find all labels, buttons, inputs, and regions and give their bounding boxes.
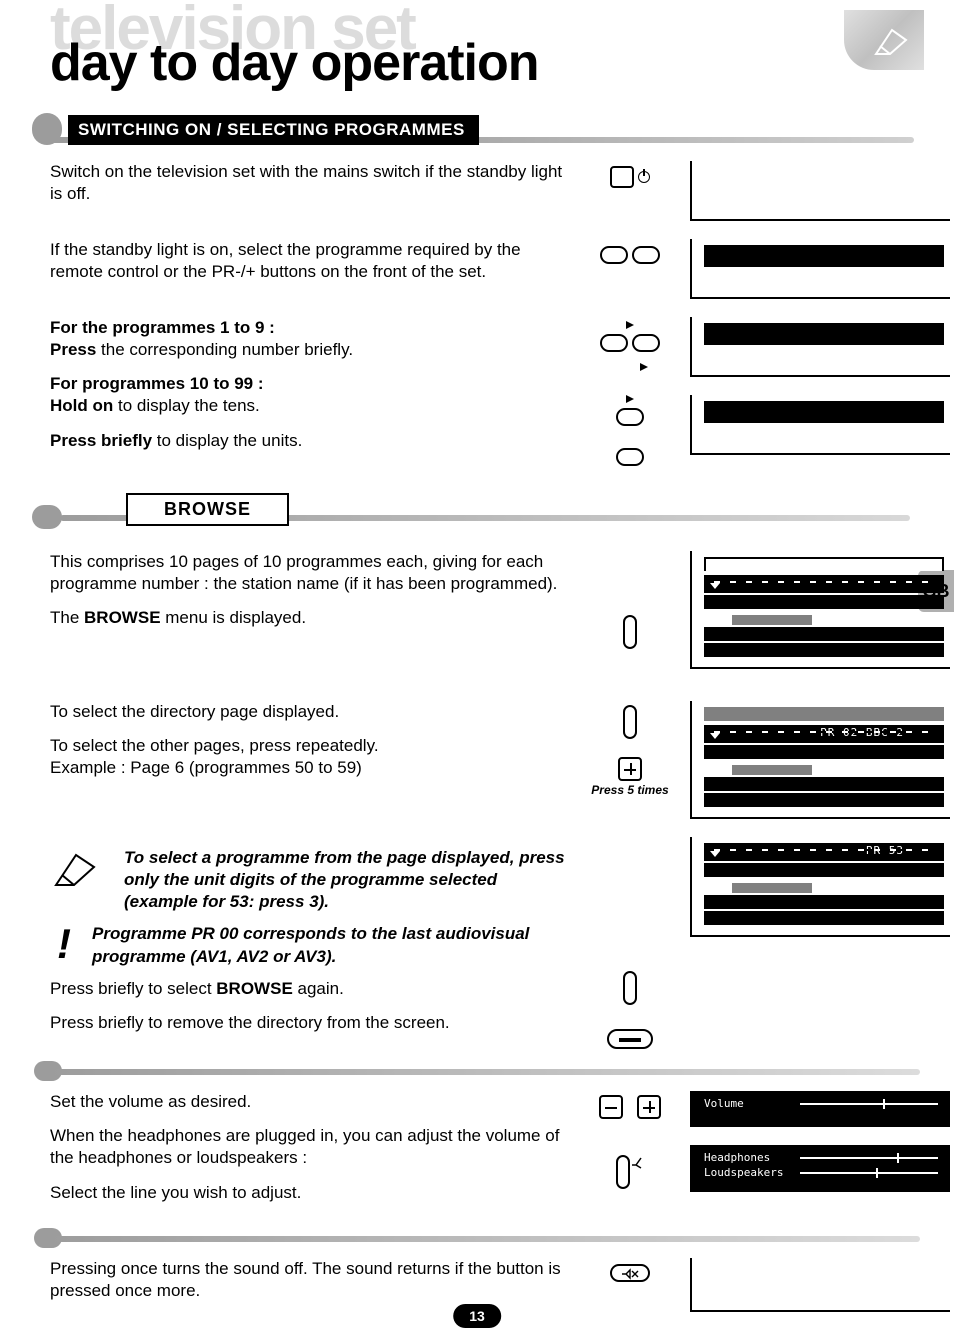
press-5-label: Press 5 times: [570, 783, 690, 799]
mute-p1: Pressing once turns the sound off. The s…: [50, 1258, 570, 1302]
section-switching: SWITCHING ON / SELECTING PROGRAMMES: [50, 115, 954, 143]
tip-1-text: To select a programme from the page disp…: [124, 847, 570, 913]
browse-p6: Press briefly to select BROWSE again.: [50, 978, 570, 1000]
screen-browse-1: [690, 551, 950, 669]
browse-plus-icon: Press 5 times: [570, 701, 690, 799]
main-title: day to day operation: [50, 33, 954, 93]
remote-buttons-icon: [570, 239, 690, 265]
mains-switch-icon: [570, 161, 690, 188]
exclamation-icon: !: [50, 923, 78, 965]
browse-exit-icons: [570, 837, 690, 1049]
switch-p3: For the programmes 1 to 9 :Press the cor…: [50, 317, 570, 361]
switch-p5: Press briefly to display the units.: [50, 430, 570, 452]
tip-2: ! Programme PR 00 corresponds to the las…: [50, 923, 570, 967]
volume-buttons-icon: [570, 1091, 690, 1189]
screen-black-3: [690, 395, 950, 455]
section-switching-title: SWITCHING ON / SELECTING PROGRAMMES: [68, 115, 479, 145]
switch-p2: If the standby light is on, select the p…: [50, 239, 570, 283]
mute-button-icon: [570, 1258, 690, 1284]
section-browse: BROWSE: [50, 503, 904, 531]
screen-browse-2: PR 02 BBC 2: [690, 701, 950, 819]
browse-p1: This comprises 10 pages of 10 programmes…: [50, 551, 570, 595]
tip-2-text: Programme PR 00 corresponds to the last …: [92, 923, 570, 967]
vol-p1: Set the volume as desired.: [50, 1091, 570, 1113]
browse-button-icon-1: [570, 551, 690, 649]
screen-volume-2: Headphones Loudspeakers: [690, 1145, 950, 1192]
browse-p4: To select the other pages, press repeate…: [50, 735, 570, 779]
divider-1: [34, 1063, 920, 1079]
screen-black-2: [690, 317, 950, 377]
vol-p2: When the headphones are plugged in, you …: [50, 1125, 570, 1169]
number-buttons-icon: [570, 317, 690, 467]
browse-p7: Press briefly to remove the directory fr…: [50, 1012, 570, 1034]
section-browse-title: BROWSE: [126, 493, 289, 526]
divider-2: [34, 1230, 920, 1246]
screen-black-1: [690, 239, 950, 299]
browse-p3: To select the directory page displayed.: [50, 701, 570, 723]
browse-p2: The BROWSE menu is displayed.: [50, 607, 570, 629]
switch-p1: Switch on the television set with the ma…: [50, 161, 570, 205]
screen-volume-1: Volume: [690, 1091, 950, 1127]
page-number: 13: [453, 1304, 501, 1328]
corner-decoration: [844, 10, 924, 70]
vol-p3: Select the line you wish to adjust.: [50, 1182, 570, 1204]
switch-p4: For programmes 10 to 99 :Hold on to disp…: [50, 373, 570, 417]
screen-mute: [690, 1258, 950, 1312]
tip-1: To select a programme from the page disp…: [50, 847, 570, 913]
screen-browse-3: PR 53: [690, 837, 950, 937]
screen-blank-1: [690, 161, 950, 221]
